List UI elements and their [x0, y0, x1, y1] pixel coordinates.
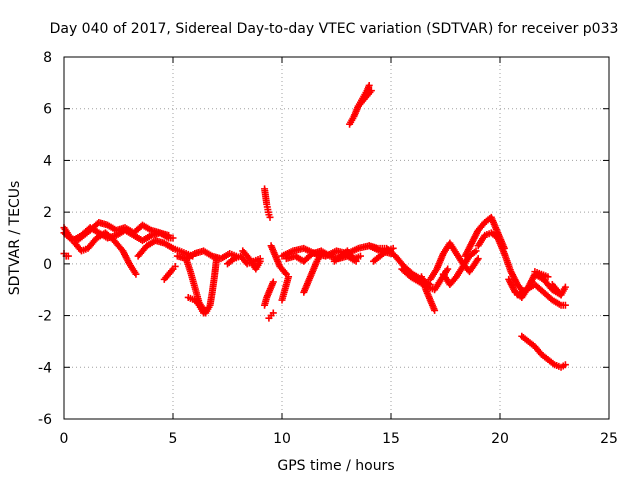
- x-tick-label: 10: [273, 431, 291, 447]
- data-point: [213, 255, 221, 263]
- y-tick-label: -2: [38, 309, 52, 325]
- plot-frame: [63, 56, 610, 420]
- data-points: [60, 81, 569, 371]
- data-point: [544, 273, 552, 281]
- data-point: [171, 262, 179, 270]
- series-arc-27: [418, 273, 439, 314]
- series-arc-36: [548, 281, 565, 299]
- series-arc-08: [182, 255, 221, 317]
- data-point: [557, 291, 565, 299]
- data-point: [444, 265, 452, 273]
- y-tick-label: 4: [43, 153, 52, 169]
- y-tick-label: 8: [43, 50, 52, 66]
- series-arc-16: [267, 242, 290, 278]
- data-point: [561, 361, 569, 369]
- series-arc-04: [60, 250, 72, 260]
- data-point: [269, 278, 277, 286]
- data-point: [317, 250, 325, 258]
- series-arc-09: [184, 293, 208, 317]
- data-point: [561, 301, 569, 309]
- series-arc-10: [169, 244, 197, 260]
- data-point: [365, 81, 373, 89]
- data-point: [200, 309, 208, 317]
- series-arc-13: [261, 185, 274, 221]
- series-arc-17: [278, 273, 293, 304]
- data-point: [356, 252, 364, 260]
- data-point: [472, 247, 480, 255]
- y-tick-label: 0: [43, 257, 52, 273]
- series-arc-14: [261, 278, 277, 309]
- data-point: [474, 255, 482, 263]
- data-point: [269, 309, 277, 317]
- series-arc-21: [330, 247, 364, 265]
- data-point: [169, 234, 177, 242]
- series-arc-35: [518, 332, 569, 371]
- series-arc-28: [426, 239, 482, 283]
- x-tick-label: 0: [60, 431, 69, 447]
- series-arc-23: [354, 87, 375, 110]
- y-tick-label: 6: [43, 102, 52, 118]
- series-arc-31: [474, 229, 528, 296]
- series-arc-25: [370, 244, 397, 265]
- x-axis-label: GPS time / hours: [277, 458, 394, 474]
- axis-ticks: 0 5 10 15 20 25 -6 -4 -2 0 2 4 6 8: [38, 50, 618, 447]
- y-tick-label: -4: [38, 360, 52, 376]
- y-axis-label: SDTVAR / TECUs: [7, 181, 23, 296]
- data-point: [285, 273, 293, 281]
- series-arc-12: [239, 247, 264, 273]
- data-point: [367, 87, 375, 95]
- series-arc-03: [71, 229, 140, 278]
- series-arc-34: [531, 268, 552, 281]
- data-point: [561, 283, 569, 291]
- y-tick-label: -6: [38, 412, 52, 428]
- chart-title: Day 040 of 2017, Sidereal Day-to-day VTE…: [50, 21, 619, 37]
- series-arc-33: [513, 281, 569, 309]
- data-point: [64, 252, 72, 260]
- series-arc-06: [160, 262, 179, 283]
- series-arc-20: [300, 250, 325, 296]
- data-point: [256, 257, 264, 265]
- x-tick-label: 15: [382, 431, 400, 447]
- data-point: [389, 244, 397, 252]
- data-point: [431, 306, 439, 314]
- data-point: [165, 231, 173, 239]
- series-arc-29: [439, 247, 480, 289]
- x-tick-label: 25: [600, 431, 618, 447]
- data-point: [189, 252, 197, 260]
- x-tick-label: 5: [169, 431, 178, 447]
- data-point: [266, 213, 274, 221]
- series-arc-15: [265, 309, 277, 322]
- y-tick-label: 2: [43, 205, 52, 221]
- x-tick-label: 20: [491, 431, 509, 447]
- data-point: [132, 270, 140, 278]
